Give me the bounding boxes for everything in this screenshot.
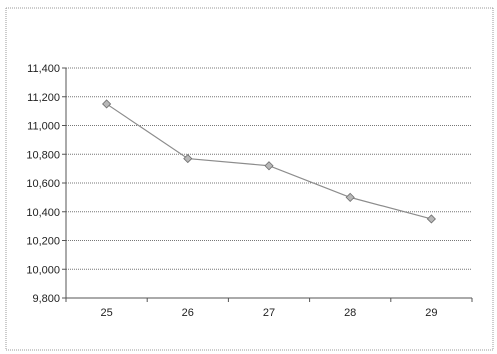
y-tick-label: 9,800	[32, 293, 60, 305]
x-tick-label: 28	[344, 307, 356, 319]
x-tick-label: 27	[263, 307, 275, 319]
y-tick-labels: 9,800 10,000 10,200 10,400 10,600 10,800 11,00…	[26, 63, 60, 305]
data-point	[183, 153, 193, 164]
y-tick-label: 11,400	[27, 63, 60, 75]
data-series	[102, 99, 436, 224]
x-tick-labels: 25 26 27 28 29	[100, 307, 437, 319]
data-point	[426, 214, 436, 224]
x-tick-label: 26	[182, 307, 194, 319]
x-tick-label: 25	[100, 307, 112, 319]
y-tick-label: 11,000	[27, 121, 60, 133]
data-point	[264, 161, 274, 171]
gridlines	[66, 67, 472, 270]
data-point	[102, 99, 112, 109]
chart-border	[5, 7, 494, 351]
data-point	[345, 192, 355, 202]
y-tick-label: 10,600	[26, 178, 60, 190]
y-tick-label: 10,200	[26, 236, 60, 248]
y-tick-label: 10,000	[26, 264, 60, 276]
y-tick-label: 10,800	[26, 149, 60, 161]
y-tick-label: 11,200	[27, 92, 60, 104]
y-tick-label: 10,400	[26, 207, 60, 219]
x-tick-label: 29	[425, 307, 437, 319]
axes	[62, 67, 473, 302]
